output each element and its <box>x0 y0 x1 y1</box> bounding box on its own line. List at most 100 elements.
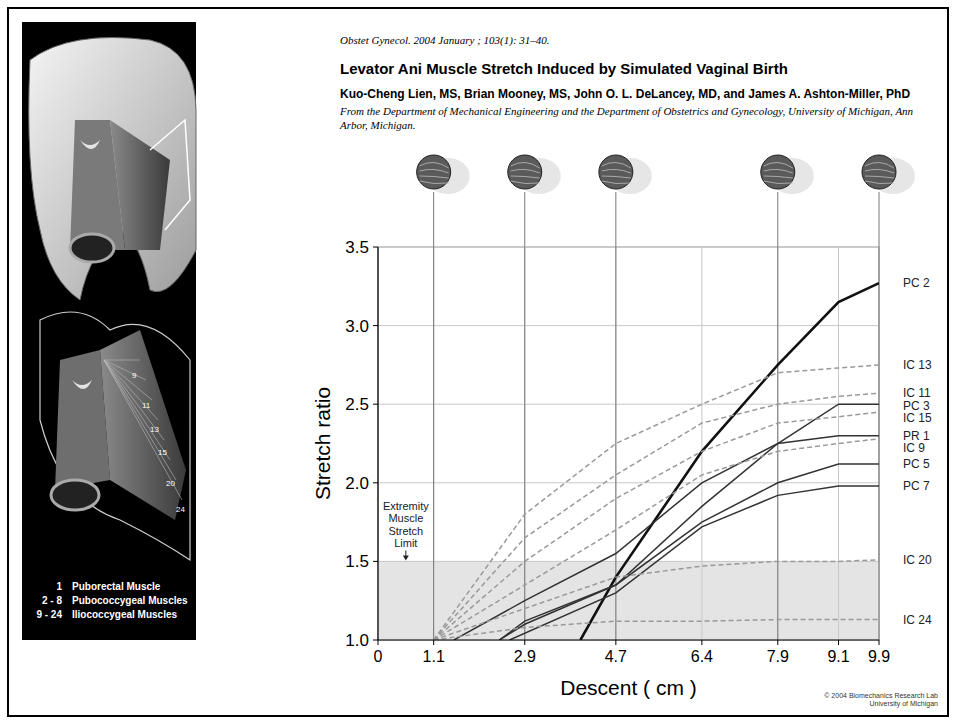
grid-line-y <box>378 247 879 248</box>
credit: © 2004 Biomechanics Research Lab <box>824 692 938 699</box>
x-tick-label: 7.9 <box>767 648 789 665</box>
legend-label: Iliococcygeal Muscles <box>72 609 177 620</box>
y-axis-title: Stretch ratio <box>311 387 334 500</box>
series-line <box>454 436 879 640</box>
muscle-fiber <box>764 162 793 168</box>
muscle-fiber <box>602 176 631 178</box>
chart: ExtremityMuscleStretchLimit 1.0 1.5 2.0 2.5 3… <box>311 155 932 699</box>
x-tick <box>777 640 778 645</box>
muscle-fiber <box>511 181 540 184</box>
grid-line-y <box>378 561 879 562</box>
ring <box>70 234 114 262</box>
fan-number: 9 <box>132 371 137 380</box>
x-tick-label: 6.4 <box>691 648 713 665</box>
header: Obstet Gynecol. 2004 January ; 103(1): 3… <box>340 34 930 132</box>
outline <box>40 312 190 560</box>
y-tick <box>373 482 378 483</box>
series-lines <box>434 283 879 640</box>
fan-fiber <box>104 360 170 460</box>
y-tick-label: 1.0 <box>345 631 369 650</box>
x-tick-label: 2.9 <box>514 648 536 665</box>
head-guide-line <box>879 192 880 640</box>
y-tick-label: 2.5 <box>345 395 369 414</box>
x-tick <box>378 640 379 645</box>
credit: University of Michigan <box>870 700 939 708</box>
pelvis-bone <box>29 38 196 301</box>
series-label: PC 2 <box>903 276 930 290</box>
ring <box>51 480 99 510</box>
x-tick-label: 9.9 <box>868 648 890 665</box>
muscle-fiber <box>602 162 631 168</box>
fan-number: 15 <box>158 448 167 457</box>
x-axis-title: Descent ( cm ) <box>560 676 697 699</box>
y-tick <box>373 640 378 641</box>
title: Levator Ani Muscle Stretch Induced by Si… <box>340 60 930 77</box>
series-line <box>434 412 879 640</box>
annotation-line: Muscle <box>388 512 423 524</box>
fan-number: 24 <box>176 505 185 514</box>
muscle-fiber <box>865 162 894 168</box>
muscle-fiber <box>764 176 793 178</box>
x-tick-label: 0 <box>374 648 383 665</box>
y-tick <box>373 404 378 405</box>
fan-number: 13 <box>150 425 159 434</box>
y-tick <box>373 325 378 326</box>
grid-line-y <box>378 482 879 483</box>
x-axis <box>378 639 879 640</box>
y-tick <box>373 561 378 562</box>
y-tick-label: 3.5 <box>345 238 369 257</box>
x-tick-label: 4.7 <box>605 648 627 665</box>
head-guide-line <box>524 192 525 640</box>
affiliation: From the Department of Mechanical Engine… <box>340 104 930 132</box>
outline <box>150 120 190 230</box>
x-tick <box>838 640 839 645</box>
muscle-fiber <box>602 181 631 184</box>
fan-fiber <box>104 360 182 500</box>
series-line <box>499 464 879 640</box>
series-label: IC 20 <box>903 553 932 567</box>
muscle-fiber <box>420 176 449 178</box>
fetal-head <box>862 155 896 189</box>
annotation-line: Extremity <box>383 500 429 512</box>
head-icon <box>761 155 814 640</box>
fan-fiber <box>104 360 152 400</box>
series-label: PC 5 <box>903 457 930 471</box>
series-label: PC 7 <box>903 479 930 493</box>
illustration: 911131520241Puborectal Muscle2 - 8Puboco… <box>22 22 196 640</box>
series-line <box>499 404 879 640</box>
series-line <box>434 439 879 640</box>
series-label: IC 24 <box>903 613 932 627</box>
muscle-fiber <box>764 169 793 173</box>
grid-line-y <box>378 640 879 641</box>
head-icon <box>599 155 652 640</box>
fan-number: 11 <box>142 401 151 410</box>
authors: Kuo-Cheng Lien, MS, Brian Mooney, MS, Jo… <box>340 87 930 102</box>
muscle-fiber <box>865 176 894 178</box>
fetal-head <box>417 155 451 189</box>
series-label: IC 9 <box>903 441 925 455</box>
annotation-line: Stretch <box>388 525 423 537</box>
series-line <box>434 393 879 640</box>
x-tick <box>524 640 525 645</box>
series-label: IC 13 <box>903 358 932 372</box>
series-line <box>434 365 879 640</box>
grid-line-x <box>701 247 702 640</box>
y-tick-label: 2.0 <box>345 474 369 493</box>
grid-line-y <box>378 325 879 326</box>
head-guide-line <box>433 192 434 640</box>
plot-frame <box>378 247 879 640</box>
x-tick-label: 1.1 <box>423 648 445 665</box>
urethra <box>72 380 92 389</box>
muscle-fiber <box>511 176 540 178</box>
fan-fiber <box>104 360 176 480</box>
head-guide-line <box>615 192 616 640</box>
y-tick-label: 1.5 <box>345 552 369 571</box>
fan-fiber <box>104 360 158 420</box>
series-line <box>434 620 879 640</box>
fan-fiber <box>104 360 140 361</box>
frame <box>8 8 948 716</box>
illustration-ground <box>22 22 196 640</box>
series-line <box>434 560 879 640</box>
annotation: ExtremityMuscleStretchLimit <box>383 500 429 561</box>
x-tick <box>879 640 880 645</box>
